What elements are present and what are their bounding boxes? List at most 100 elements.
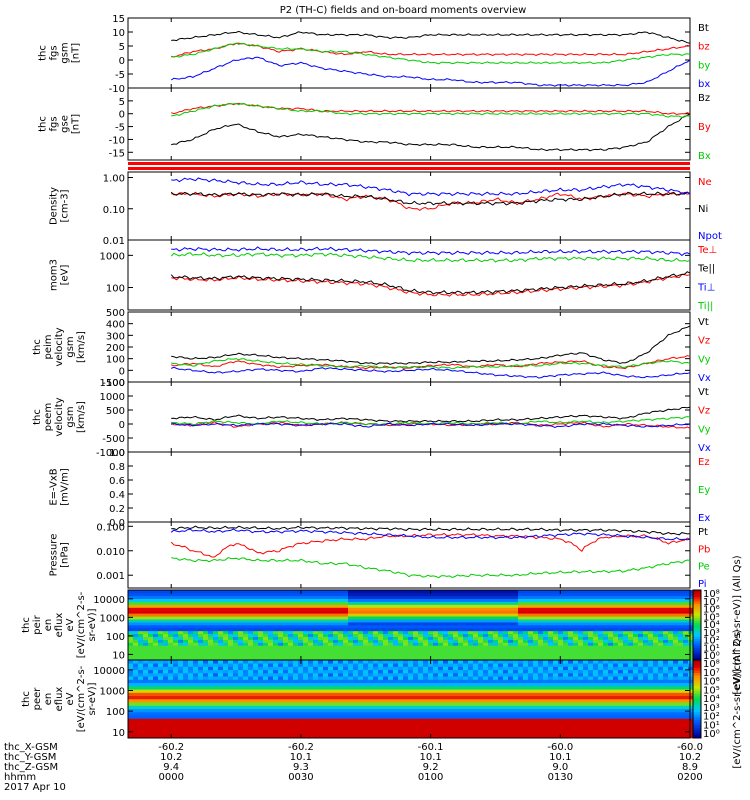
heatmap-cell bbox=[188, 734, 194, 739]
heatmap-cell bbox=[368, 610, 374, 614]
heatmap-cell bbox=[248, 660, 254, 664]
heatmap-cell bbox=[463, 702, 469, 706]
heatmap-cell bbox=[203, 725, 209, 729]
heatmap-cell bbox=[448, 654, 454, 658]
heatmap-cell bbox=[213, 642, 219, 646]
heatmap-cell bbox=[443, 702, 449, 706]
heatmap-cell bbox=[593, 625, 599, 629]
heatmap-cell bbox=[133, 654, 139, 658]
heatmap-cell bbox=[258, 610, 264, 614]
heatmap-cell bbox=[278, 619, 284, 623]
heatmap-cell bbox=[128, 721, 134, 726]
heatmap-cell bbox=[353, 645, 359, 649]
heatmap-cell bbox=[463, 689, 469, 693]
heatmap-cell bbox=[318, 679, 324, 684]
heatmap-cell bbox=[223, 610, 229, 614]
heatmap-cell bbox=[238, 619, 244, 623]
heatmap-cell bbox=[313, 636, 319, 640]
colorbar-cell bbox=[693, 601, 701, 605]
heatmap-cell bbox=[488, 610, 494, 614]
heatmap-cell bbox=[193, 669, 199, 674]
heatmap-cell bbox=[438, 708, 444, 713]
heatmap-cell bbox=[443, 734, 449, 739]
heatmap-cell bbox=[433, 728, 439, 732]
heatmap-cell bbox=[458, 712, 464, 716]
heatmap-cell bbox=[223, 731, 229, 736]
heatmap-cell bbox=[333, 734, 339, 739]
heatmap-cell bbox=[183, 676, 189, 680]
heatmap-cell bbox=[248, 654, 254, 658]
heatmap-cell bbox=[573, 619, 579, 623]
heatmap-cell bbox=[458, 682, 464, 687]
heatmap-cell bbox=[618, 651, 624, 655]
heatmap-cell bbox=[173, 627, 179, 632]
heatmap-cell bbox=[538, 622, 544, 626]
heatmap-cell bbox=[328, 607, 334, 611]
heatmap-cell bbox=[258, 607, 264, 611]
heatmap-cell bbox=[253, 699, 259, 703]
legend-entry: Vz bbox=[698, 406, 710, 417]
heatmap-cell bbox=[508, 592, 514, 597]
heatmap-cell bbox=[143, 669, 149, 674]
heatmap-cell bbox=[393, 679, 399, 684]
heatmap-cell bbox=[183, 666, 189, 671]
heatmap-cell bbox=[338, 627, 344, 632]
heatmap-cell bbox=[428, 682, 434, 687]
heatmap-cell bbox=[243, 731, 249, 736]
heatmap-cell bbox=[133, 734, 139, 739]
heatmap-cell bbox=[188, 642, 194, 646]
heatmap-cell bbox=[128, 639, 134, 643]
heatmap-cell bbox=[318, 633, 324, 637]
heatmap-cell bbox=[373, 731, 379, 736]
heatmap-cell bbox=[268, 651, 274, 655]
heatmap-cell bbox=[268, 642, 274, 646]
heatmap-cell bbox=[158, 630, 164, 635]
heatmap-cell bbox=[428, 686, 434, 690]
heatmap-cell bbox=[353, 712, 359, 716]
heatmap-cell bbox=[198, 712, 204, 716]
heatmap-cell bbox=[388, 616, 394, 620]
heatmap-cell bbox=[203, 642, 209, 646]
heatmap-cell bbox=[213, 708, 219, 713]
heatmap-cell bbox=[203, 607, 209, 611]
heatmap-cell bbox=[223, 666, 229, 671]
heatmap-cell bbox=[503, 598, 509, 602]
heatmap-cell bbox=[358, 592, 364, 597]
heatmap-cell bbox=[293, 610, 299, 614]
heatmap-cell bbox=[363, 592, 369, 597]
heatmap-cell bbox=[503, 699, 509, 703]
heatmap-cell bbox=[493, 607, 499, 611]
heatmap-cell bbox=[148, 725, 154, 729]
heatmap-cell bbox=[253, 689, 259, 693]
heatmap-cell bbox=[183, 590, 189, 594]
heatmap-cell bbox=[388, 654, 394, 658]
heatmap-cell bbox=[633, 607, 639, 611]
heatmap-cell bbox=[453, 630, 459, 635]
heatmap-cell bbox=[558, 592, 564, 597]
heatmap-cell bbox=[258, 648, 264, 652]
heatmap-cell bbox=[408, 630, 414, 635]
heatmap-cell bbox=[208, 725, 214, 729]
colorbar-cell bbox=[693, 636, 701, 640]
heatmap-cell bbox=[413, 734, 419, 739]
heatmap-cell bbox=[433, 734, 439, 739]
heatmap-cell bbox=[348, 654, 354, 658]
heatmap-cell bbox=[358, 654, 364, 658]
heatmap-cell bbox=[658, 625, 664, 629]
heatmap-cell bbox=[263, 654, 269, 658]
heatmap-cell bbox=[143, 686, 149, 690]
heatmap-cell bbox=[588, 645, 594, 649]
heatmap-cell bbox=[423, 663, 429, 667]
heatmap-cell bbox=[458, 673, 464, 677]
heatmap-cell bbox=[328, 657, 334, 661]
heatmap-cell bbox=[168, 604, 174, 608]
heatmap-cell bbox=[133, 673, 139, 677]
heatmap-cell bbox=[203, 679, 209, 684]
heatmap-cell bbox=[548, 625, 554, 629]
heatmap-cell bbox=[233, 636, 239, 640]
heatmap-cell bbox=[318, 718, 324, 723]
heatmap-cell bbox=[288, 648, 294, 652]
heatmap-cell bbox=[343, 642, 349, 646]
heatmap-cell bbox=[303, 595, 309, 600]
